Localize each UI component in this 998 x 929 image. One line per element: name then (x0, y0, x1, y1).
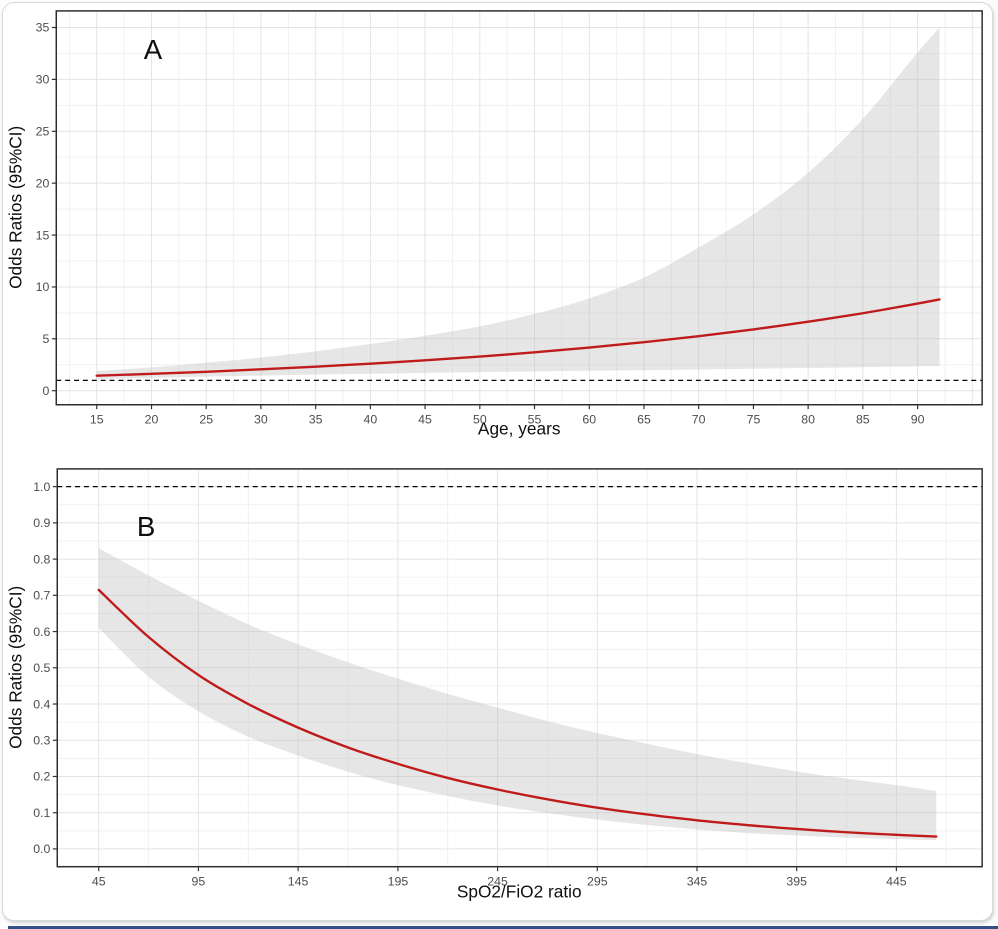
figure-canvas: 15 20 25 30 35 40 45 50 55 60 65 70 75 80 85 90 0 5 10 15 20… (6, 10, 983, 901)
x-tick-label: 95 (192, 874, 206, 888)
y-tick-label: 30 (36, 73, 50, 87)
y-axis-title: Odds Ratios (95%CI) (6, 586, 26, 749)
y-tick-label: 0.2 (33, 770, 50, 784)
y-tick-label: 10 (36, 280, 50, 294)
panel-letter: B (137, 511, 155, 542)
x-tick-label: 40 (364, 412, 378, 426)
x-tick-label: 65 (637, 412, 651, 426)
x-tick-label: 75 (747, 412, 761, 426)
page-bottom-strip (8, 926, 998, 929)
y-tick-label: 0.4 (33, 697, 50, 711)
y-tick-label: 25 (36, 125, 50, 139)
x-tick-label: 15 (90, 412, 104, 426)
x-tick-label: 85 (856, 412, 870, 426)
x-tick-label: 70 (692, 412, 706, 426)
x-tick-label: 25 (199, 412, 213, 426)
x-tick-label: 80 (801, 412, 815, 426)
x-tick-label: 90 (911, 412, 925, 426)
x-tick-label: 395 (786, 874, 807, 888)
y-tick-label: 0.8 (33, 552, 50, 566)
x-tick-label: 20 (145, 412, 159, 426)
y-tick-label: 0.5 (33, 661, 50, 675)
y-tick-label: 0.0 (33, 842, 50, 856)
panel-a: 15 20 25 30 35 40 45 50 55 60 65 70 75 80 85 90 0 5 10 15 20… (6, 10, 983, 438)
x-tick-label: 30 (254, 412, 268, 426)
y-tick-label: 5 (43, 332, 50, 346)
confidence-band (98, 548, 937, 841)
confidence-band (96, 27, 940, 380)
panel-b: 45 95 145 195 245 295 345 395 445 0.0 0.1 0.2 0.3 0.4… (6, 468, 983, 901)
y-tick-label: 0.1 (33, 806, 50, 820)
y-axis-title: Odds Ratios (95%CI) (6, 126, 26, 289)
odds-ratio-line (97, 588, 938, 838)
odds-ratio-line (95, 298, 941, 377)
y-tick-label: 0.6 (33, 625, 50, 639)
panel-letter: A (144, 34, 163, 65)
y-tick-label: 0.7 (33, 589, 50, 603)
x-tick-label: 345 (687, 874, 708, 888)
x-tick-label: 60 (582, 412, 596, 426)
x-axis-title: SpO2/FiO2 ratio (457, 881, 582, 901)
x-tick-label: 445 (886, 874, 907, 888)
x-tick-label: 50 (473, 412, 487, 426)
x-tick-label: 145 (288, 874, 309, 888)
y-tick-label: 1.0 (33, 480, 50, 494)
x-tick-label: 45 (418, 412, 432, 426)
x-tick-label: 245 (487, 874, 508, 888)
x-tick-label: 35 (309, 412, 323, 426)
y-tick-label: 35 (36, 21, 50, 35)
y-tick-label: 0 (43, 384, 50, 398)
x-tick-label: 195 (388, 874, 409, 888)
x-tick-label: 295 (587, 874, 608, 888)
y-tick-label: 20 (36, 176, 50, 190)
panel-border (55, 10, 983, 406)
y-tick-label: 15 (36, 228, 50, 242)
x-axis-title: Age, years (478, 418, 561, 438)
x-tick-label: 55 (528, 412, 542, 426)
y-tick-label: 0.9 (33, 516, 50, 530)
x-tick-label: 45 (92, 874, 106, 888)
y-tick-label: 0.3 (33, 733, 50, 747)
